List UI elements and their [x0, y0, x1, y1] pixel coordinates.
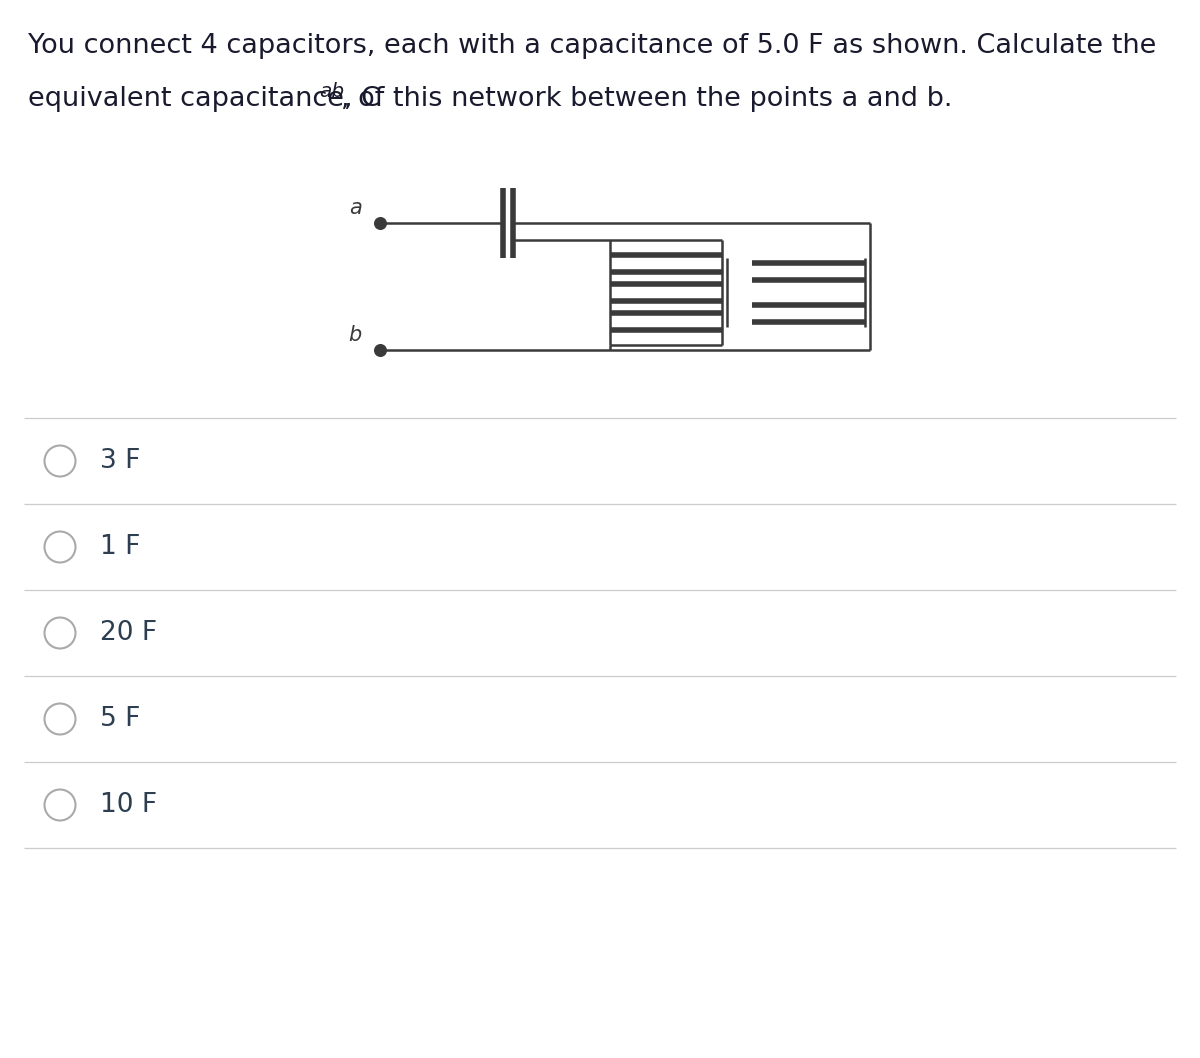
Text: 10 F: 10 F: [100, 792, 157, 818]
Text: 3 F: 3 F: [100, 448, 140, 474]
Text: , of this network between the points a and b.: , of this network between the points a a…: [341, 86, 953, 112]
Point: [371, 215, 390, 232]
Point: [371, 342, 390, 359]
Text: equivalent capacitance, C: equivalent capacitance, C: [28, 86, 380, 112]
Text: $a$: $a$: [348, 198, 362, 218]
Text: ab: ab: [319, 83, 344, 101]
Text: 1 F: 1 F: [100, 534, 140, 560]
Text: $b$: $b$: [348, 325, 362, 345]
Text: 20 F: 20 F: [100, 620, 157, 646]
Text: 5 F: 5 F: [100, 706, 140, 732]
Text: You connect 4 capacitors, each with a capacitance of 5.0 F as shown. Calculate t: You connect 4 capacitors, each with a ca…: [28, 33, 1157, 59]
